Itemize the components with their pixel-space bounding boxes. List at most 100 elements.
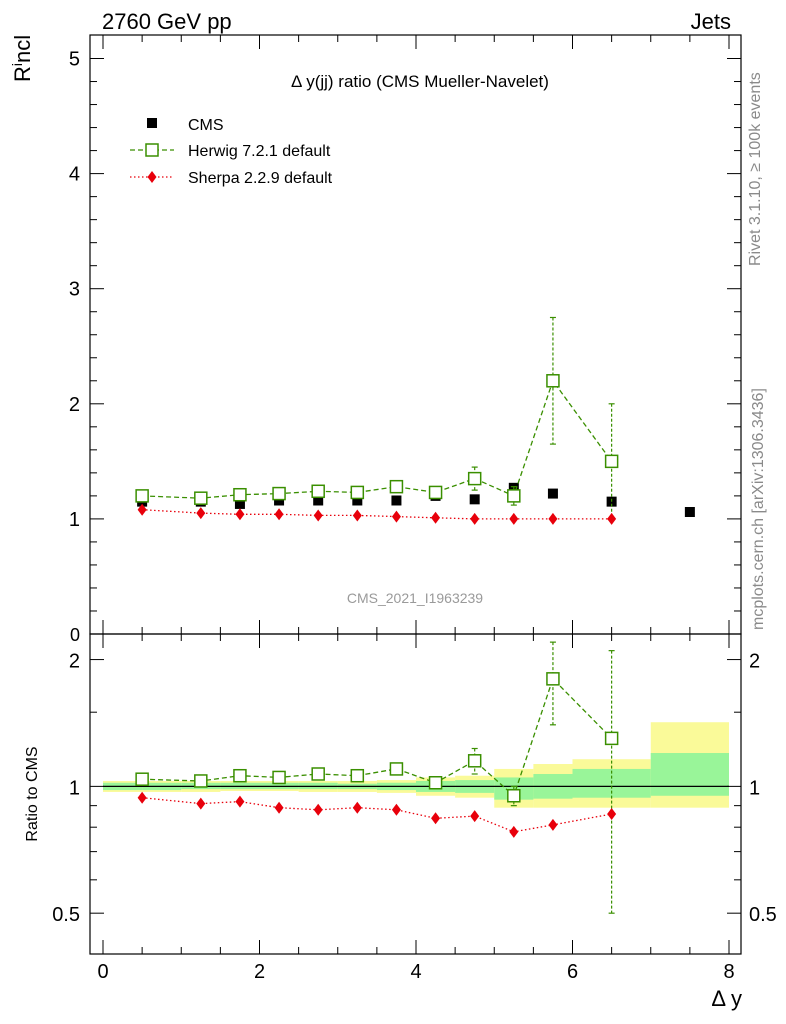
upper-ytick-label-1: 2 (69, 394, 80, 416)
lower-herwig-point-7 (428, 776, 443, 790)
upper-ytick-label-0: 1 (69, 509, 80, 531)
lower-sherpa-point-2 (235, 795, 245, 808)
upper-cms-point-5 (352, 495, 363, 506)
legend-item-herwig: Herwig 7.2.1 default (130, 143, 331, 160)
x-tick-label-1: 2 (254, 961, 265, 983)
lower-ytick-label-right-2: 2 (749, 651, 760, 673)
upper-herwig-point-7 (428, 485, 443, 500)
lower-sherpa-point-4 (313, 803, 323, 816)
upper-ytick-label-3: 4 (69, 164, 80, 186)
legend: CMS Herwig 7.2.1 default Sherpa 2.2.9 de… (130, 117, 333, 187)
x-axis-label: Δ y (711, 986, 742, 1011)
upper-sherpa-point-3 (274, 508, 284, 521)
lower-ytick-label-left-0: 0.5 (52, 904, 80, 926)
upper-herwig-line (142, 379, 613, 499)
x-tick-label-0: 0 (97, 961, 108, 983)
x-tick-label-3: 6 (567, 961, 578, 983)
upper-herwig-point-5 (350, 485, 365, 500)
upper-sherpa-point-2 (235, 508, 245, 521)
source-url-label: mcplots.cern.ch [arXiv:1306.3436] (750, 388, 767, 630)
upper-sherpa-point-8 (470, 512, 480, 525)
lower-sherpa-point-11 (607, 807, 617, 820)
legend-herwig-label: Herwig 7.2.1 default (188, 143, 331, 160)
upper-title: Δ y(jj) ratio (CMS Mueller-Navelet) (291, 72, 549, 91)
lower-sherpa-point-10 (548, 818, 558, 831)
upper-sherpa-point-5 (352, 509, 362, 522)
upper-herwig-point-8 (467, 471, 482, 486)
lower-herwig-point-2 (233, 768, 247, 783)
upper-cms-point-8 (469, 494, 480, 505)
legend-cms-label: CMS (188, 117, 224, 134)
upper-herwig-point-10 (546, 374, 560, 388)
upper-data-layer (135, 316, 695, 525)
rivet-version-label: Rivet 3.1.10, ≥ 100k events (747, 72, 764, 266)
lower-panel: 0.5 0.5 1 1 2 2 0 2 4 6 8 Ratio to CMS Δ y (24, 633, 777, 1011)
upper-cms-point-12 (684, 506, 695, 517)
lower-herwig-point-0 (135, 772, 149, 786)
lower-herwig-point-8 (467, 754, 482, 768)
upper-sherpa-point-7 (431, 511, 441, 524)
lower-herwig-point-1 (194, 774, 208, 788)
upper-sherpa-point-10 (548, 512, 558, 525)
lower-x-ticks: 0 2 4 6 8 (97, 634, 735, 983)
legend-sherpa-marker (147, 171, 157, 183)
upper-x-ticks (102, 35, 730, 634)
lower-y-ticks: 0.5 0.5 1 1 2 2 (52, 651, 777, 927)
lower-band-inner-13 (650, 753, 729, 796)
lower-herwig-point-10 (546, 672, 560, 686)
upper-sherpa-point-11 (607, 512, 617, 525)
upper-herwig-point-3 (272, 486, 286, 501)
header-left: 2760 GeV pp (102, 9, 232, 34)
lower-herwig-point-9 (507, 789, 521, 803)
upper-herwig-point-0 (135, 489, 149, 503)
upper-y-zero-label: 0 (70, 625, 80, 645)
legend-item-cms: CMS (147, 117, 224, 134)
upper-herwig-point-1 (194, 491, 208, 505)
upper-herwig-point-4 (311, 484, 325, 499)
legend-cms-marker (147, 118, 157, 128)
lower-sherpa-point-1 (196, 797, 206, 810)
lower-herwig-point-4 (311, 767, 325, 781)
upper-cms-point-4 (313, 495, 324, 506)
lower-herwig-point-3 (272, 770, 286, 785)
upper-sherpa-point-9 (509, 512, 519, 525)
upper-herwig-point-11 (604, 454, 619, 469)
lower-sherpa-point-7 (431, 812, 441, 825)
lower-ytick-label-left-1: 1 (69, 777, 80, 799)
upper-sherpa-point-6 (391, 510, 401, 523)
header-right: Jets (691, 9, 731, 34)
upper-panel: Δ y(jj) ratio (CMS Mueller-Navelet) CMS_… (9, 34, 742, 645)
x-tick-label-2: 4 (410, 961, 421, 983)
lower-sherpa-point-3 (274, 801, 284, 814)
upper-sherpa-point-1 (196, 507, 206, 520)
upper-ytick-label-4: 5 (69, 49, 80, 71)
lower-y-axis-label: Ratio to CMS (24, 746, 41, 841)
upper-cms-point-3 (274, 495, 285, 506)
upper-cms-point-6 (391, 495, 402, 506)
upper-herwig-point-9 (507, 489, 521, 503)
upper-ytick-label-2: 3 (69, 279, 80, 301)
upper-sherpa-line (142, 509, 612, 520)
lower-ytick-label-right-0: 0.5 (749, 904, 777, 926)
lower-sherpa-point-8 (470, 810, 480, 823)
upper-cms-point-2 (234, 498, 245, 509)
lower-sherpa-point-0 (137, 791, 147, 804)
upper-sherpa-point-0 (137, 503, 147, 516)
upper-y-ticks: 1 2 3 4 5 (69, 49, 741, 612)
upper-herwig-point-2 (233, 487, 247, 502)
legend-sherpa-label: Sherpa 2.2.9 default (188, 170, 333, 187)
upper-y-axis-label: Rincl (9, 35, 35, 82)
lower-sherpa-point-9 (509, 825, 519, 838)
legend-item-sherpa: Sherpa 2.2.9 default (130, 170, 333, 187)
lower-herwig-point-6 (389, 762, 404, 776)
lower-sherpa-point-6 (391, 803, 401, 816)
lower-herwig-point-5 (350, 768, 365, 783)
lower-ytick-label-right-1: 1 (749, 777, 760, 799)
upper-cms-point-10 (547, 488, 558, 499)
lower-sherpa-point-5 (352, 801, 362, 814)
x-tick-label-4: 8 (723, 961, 734, 983)
lower-data-layer (103, 641, 729, 914)
upper-sherpa-point-4 (313, 509, 323, 522)
upper-watermark: CMS_2021_I1963239 (347, 590, 483, 606)
